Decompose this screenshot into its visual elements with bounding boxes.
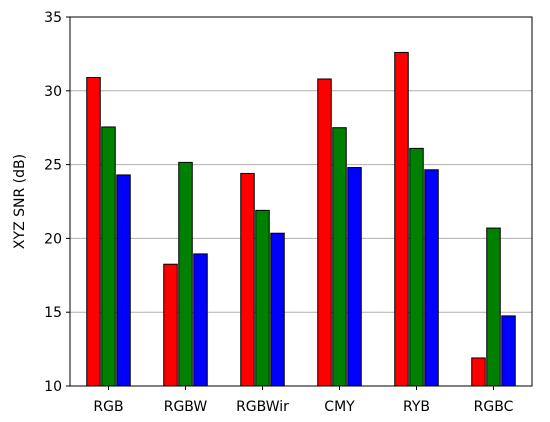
bar-rgbc-1 xyxy=(471,357,486,387)
x-tick-label: RGB xyxy=(93,399,123,415)
bar-rgbw-1 xyxy=(163,263,178,387)
y-axis-label: XYZ SNR (dB) xyxy=(12,154,28,249)
bar-rgb-1 xyxy=(86,77,101,387)
grid-lines xyxy=(70,90,532,313)
bar-cmy-2 xyxy=(332,127,347,387)
x-tick-label: RYB xyxy=(403,399,430,415)
bar-ryb-3 xyxy=(424,169,439,387)
x-tick-label: RGBWir xyxy=(236,399,289,415)
x-tick-label: CMY xyxy=(324,399,355,415)
y-tick-label: 35 xyxy=(44,10,62,26)
y-tick-label: 20 xyxy=(44,231,62,247)
y-tick-label: 10 xyxy=(44,379,62,395)
bar-rgb-3 xyxy=(116,174,131,387)
x-axis-ticks: RGB RGBW RGBWir CMY RYB RGBC xyxy=(93,386,514,415)
bar-rgbw-2 xyxy=(178,161,193,387)
bar-rgbwir-1 xyxy=(240,172,255,387)
x-tick-label: RGBW xyxy=(164,399,208,415)
bar-rgbwir-3 xyxy=(270,232,285,387)
bar-cmy-1 xyxy=(317,78,332,387)
bar-rgbw-3 xyxy=(193,253,208,387)
y-tick-label: 15 xyxy=(44,305,62,321)
plot-frame xyxy=(69,16,533,387)
bar-rgbc-3 xyxy=(501,315,516,387)
y-tick-label: 25 xyxy=(44,158,62,174)
x-tick-label: RGBC xyxy=(474,399,514,415)
bar-rgbwir-2 xyxy=(255,209,270,387)
y-axis-ticks: 10 15 20 25 30 35 xyxy=(44,10,70,395)
bar-ryb-2 xyxy=(409,147,424,387)
y-tick-label: 30 xyxy=(44,84,62,100)
bar-rgbc-2 xyxy=(486,227,501,387)
bar-ryb-1 xyxy=(394,51,409,387)
bar-rgb-2 xyxy=(101,126,116,387)
bar-group xyxy=(86,51,516,387)
bar-cmy-3 xyxy=(347,167,362,387)
